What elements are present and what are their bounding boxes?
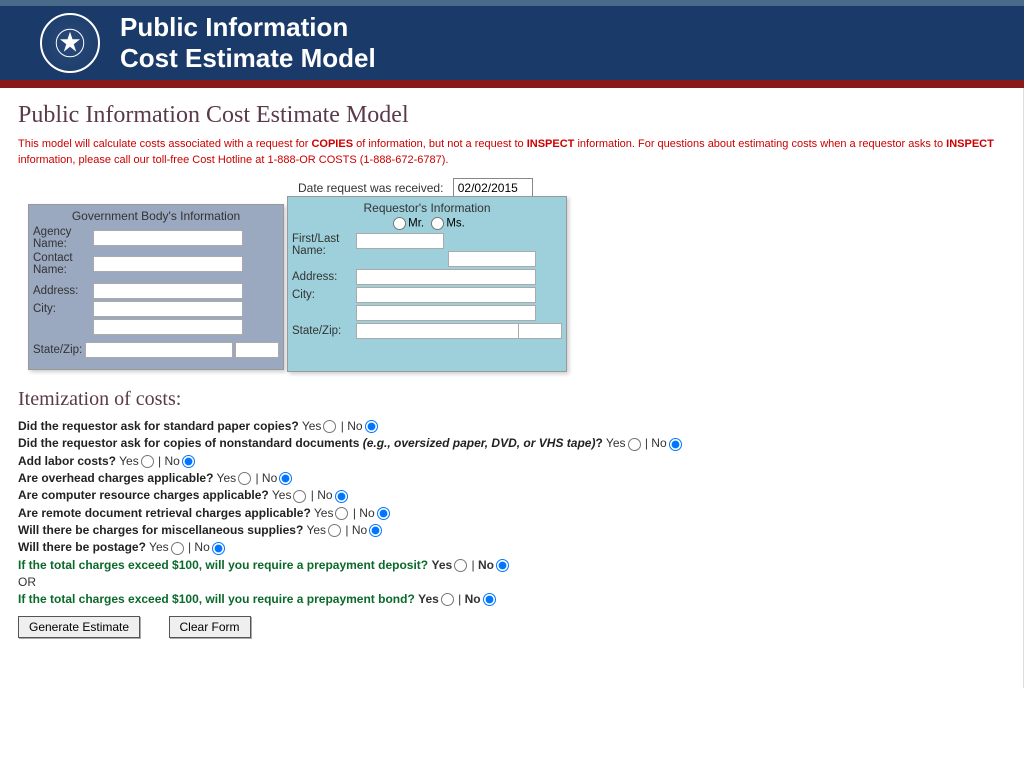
gov-statezip-label: State/Zip:	[33, 344, 85, 356]
info-panels: Date request was received: Government Bo…	[18, 178, 1005, 378]
req-title-radios: Mr. Ms.	[288, 217, 566, 232]
clear-form-button[interactable]: Clear Form	[169, 616, 251, 638]
gov-address-input[interactable]	[93, 283, 243, 299]
q1-no-radio[interactable]	[365, 420, 378, 433]
gov-address-label: Address:	[33, 285, 93, 297]
q3-no-radio[interactable]	[182, 455, 195, 468]
q-postage: Will there be postage? Yes | No	[18, 540, 1005, 554]
q5-yes-radio[interactable]	[293, 490, 306, 503]
req-city-label: City:	[292, 289, 356, 301]
q6-no-radio[interactable]	[377, 507, 390, 520]
red-accent-bar	[0, 80, 1024, 88]
page-title: Public Information Cost Estimate Model	[18, 102, 1005, 129]
q1-yes-radio[interactable]	[323, 420, 336, 433]
req-city2-input[interactable]	[356, 305, 536, 321]
q10-no-radio[interactable]	[483, 593, 496, 606]
gov-contact-label: Contact Name:	[33, 252, 93, 276]
q-standard-copies: Did the requestor ask for standard paper…	[18, 419, 1005, 433]
date-received-row: Date request was received:	[298, 178, 533, 198]
q-remote: Are remote document retrieval charges ap…	[18, 506, 1005, 520]
gov-city2-input[interactable]	[93, 319, 243, 335]
gov-panel-heading: Government Body's Information	[29, 205, 283, 225]
mr-radio[interactable]	[393, 217, 406, 230]
req-name-label: First/Last Name:	[292, 233, 356, 257]
q3-yes-radio[interactable]	[141, 455, 154, 468]
header-line2: Cost Estimate Model	[120, 43, 376, 74]
req-state-input[interactable]	[356, 323, 536, 339]
header-line1: Public Information	[120, 12, 376, 43]
gov-contact-input[interactable]	[93, 256, 243, 272]
q-deposit: If the total charges exceed $100, will y…	[18, 558, 1005, 572]
req-panel-heading: Requestor's Information	[288, 197, 566, 217]
gov-city-label: City:	[33, 303, 93, 315]
q2-yes-radio[interactable]	[628, 438, 641, 451]
or-text: OR	[18, 575, 1005, 589]
generate-estimate-button[interactable]: Generate Estimate	[18, 616, 140, 638]
q7-no-radio[interactable]	[369, 524, 382, 537]
q6-yes-radio[interactable]	[335, 507, 348, 520]
q-computer: Are computer resource charges applicable…	[18, 488, 1005, 502]
itemization-heading: Itemization of costs:	[18, 388, 1005, 411]
government-body-panel: Government Body's Information Agency Nam…	[28, 204, 284, 370]
req-lastname-input[interactable]	[448, 251, 536, 267]
date-received-input[interactable]	[453, 178, 533, 198]
q4-yes-radio[interactable]	[238, 472, 251, 485]
questions-list: Did the requestor ask for standard paper…	[18, 419, 1005, 606]
q10-yes-radio[interactable]	[441, 593, 454, 606]
q4-no-radio[interactable]	[279, 472, 292, 485]
q7-yes-radio[interactable]	[328, 524, 341, 537]
seal-logo	[40, 13, 100, 73]
gov-agency-label: Agency Name:	[33, 226, 93, 250]
gov-agency-input[interactable]	[93, 230, 243, 246]
q-bond: If the total charges exceed $100, will y…	[18, 592, 1005, 606]
header-title: Public Information Cost Estimate Model	[120, 12, 376, 74]
q2-no-radio[interactable]	[669, 438, 682, 451]
gov-zip-input[interactable]	[235, 342, 279, 358]
req-zip-input[interactable]	[518, 323, 562, 339]
requestor-panel: Requestor's Information Mr. Ms. First/La…	[287, 196, 567, 372]
req-address-input[interactable]	[356, 269, 536, 285]
ms-radio[interactable]	[431, 217, 444, 230]
button-row: Generate Estimate Clear Form	[18, 616, 1005, 638]
q9-yes-radio[interactable]	[454, 559, 467, 572]
q-misc: Will there be charges for miscellaneous …	[18, 523, 1005, 537]
gov-city-input[interactable]	[93, 301, 243, 317]
q5-no-radio[interactable]	[335, 490, 348, 503]
intro-text: This model will calculate costs associat…	[18, 137, 1005, 168]
q9-no-radio[interactable]	[496, 559, 509, 572]
req-city-input[interactable]	[356, 287, 536, 303]
req-statezip-label: State/Zip:	[292, 325, 356, 337]
q-nonstandard: Did the requestor ask for copies of nons…	[18, 436, 1005, 450]
gov-state-input[interactable]	[85, 342, 233, 358]
header: Public Information Cost Estimate Model	[0, 6, 1024, 80]
q-labor: Add labor costs? Yes | No	[18, 454, 1005, 468]
q8-no-radio[interactable]	[212, 542, 225, 555]
date-received-label: Date request was received:	[298, 181, 443, 195]
star-icon	[55, 28, 85, 58]
content: Public Information Cost Estimate Model T…	[0, 88, 1024, 688]
q-overhead: Are overhead charges applicable? Yes | N…	[18, 471, 1005, 485]
req-firstname-input[interactable]	[356, 233, 444, 249]
req-address-label: Address:	[292, 271, 356, 283]
q8-yes-radio[interactable]	[171, 542, 184, 555]
